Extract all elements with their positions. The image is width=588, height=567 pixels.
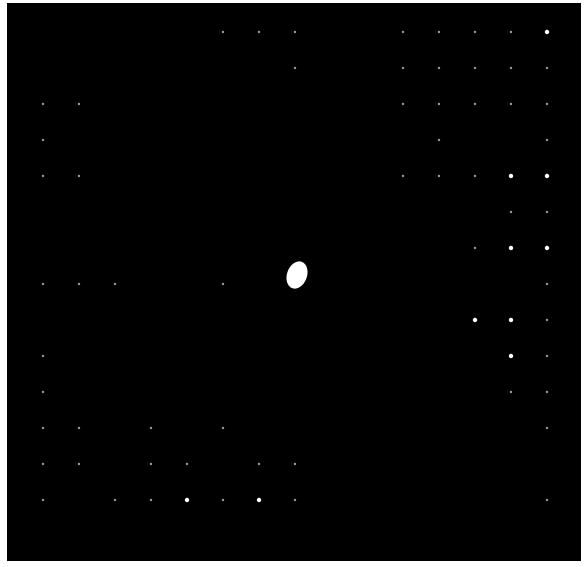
lattice-spot: [41, 138, 45, 142]
lattice-spot: [293, 498, 297, 502]
lattice-spot: [545, 210, 549, 214]
lattice-spot: [221, 282, 225, 286]
lattice-spot: [221, 30, 225, 34]
lattice-spot: [545, 426, 549, 430]
lattice-spot: [437, 66, 441, 70]
lattice-spot: [473, 66, 477, 70]
lattice-spot: [41, 354, 45, 358]
lattice-spot: [401, 66, 405, 70]
lattice-spot: [257, 30, 261, 34]
lattice-spot: [41, 498, 45, 502]
lattice-spot: [77, 174, 81, 178]
lattice-spot: [221, 426, 225, 430]
lattice-spot: [256, 497, 262, 503]
lattice-spot: [508, 173, 514, 179]
lattice-spot: [473, 246, 477, 250]
lattice-spot: [293, 30, 297, 34]
lattice-spot: [508, 353, 514, 359]
lattice-spot: [437, 30, 441, 34]
lattice-spot: [473, 174, 477, 178]
lattice-spot: [401, 102, 405, 106]
diffraction-pattern-image: [7, 3, 581, 561]
lattice-spot: [473, 102, 477, 106]
lattice-spot: [473, 30, 477, 34]
lattice-spot: [149, 426, 153, 430]
lattice-spot: [185, 462, 189, 466]
lattice-spot: [545, 66, 549, 70]
lattice-spot: [545, 318, 549, 322]
lattice-spot: [77, 426, 81, 430]
lattice-spot: [545, 390, 549, 394]
lattice-spot: [293, 66, 297, 70]
lattice-spot: [437, 138, 441, 142]
lattice-spot: [509, 30, 513, 34]
lattice-spot: [184, 497, 190, 503]
lattice-spot: [545, 138, 549, 142]
lattice-spot: [221, 498, 225, 502]
lattice-spot: [509, 102, 513, 106]
lattice-spot: [257, 462, 261, 466]
lattice-spot: [401, 30, 405, 34]
lattice-spot: [545, 354, 549, 358]
lattice-spot: [472, 317, 478, 323]
central-bright-spot: [286, 261, 308, 289]
lattice-spot: [149, 462, 153, 466]
lattice-spot: [113, 282, 117, 286]
lattice-spot: [545, 102, 549, 106]
lattice-spot: [544, 173, 550, 179]
lattice-spot: [41, 174, 45, 178]
lattice-spot: [77, 462, 81, 466]
lattice-spot: [544, 245, 550, 251]
lattice-spot: [149, 498, 153, 502]
lattice-spot: [77, 282, 81, 286]
lattice-spot: [509, 210, 513, 214]
lattice-spot: [41, 390, 45, 394]
lattice-spot: [41, 102, 45, 106]
lattice-spot: [508, 317, 514, 323]
lattice-spot: [41, 462, 45, 466]
lattice-spot: [509, 66, 513, 70]
lattice-spot: [544, 29, 550, 35]
lattice-spot: [293, 462, 297, 466]
lattice-spot: [509, 390, 513, 394]
lattice-spot: [77, 102, 81, 106]
diffraction-pattern-canvas: [7, 3, 581, 561]
lattice-spot: [41, 282, 45, 286]
lattice-spot: [545, 498, 549, 502]
lattice-spot: [508, 245, 514, 251]
lattice-spot: [545, 282, 549, 286]
lattice-spot: [437, 102, 441, 106]
lattice-spot: [41, 426, 45, 430]
lattice-spot: [113, 498, 117, 502]
lattice-spot: [437, 174, 441, 178]
lattice-spot: [401, 174, 405, 178]
